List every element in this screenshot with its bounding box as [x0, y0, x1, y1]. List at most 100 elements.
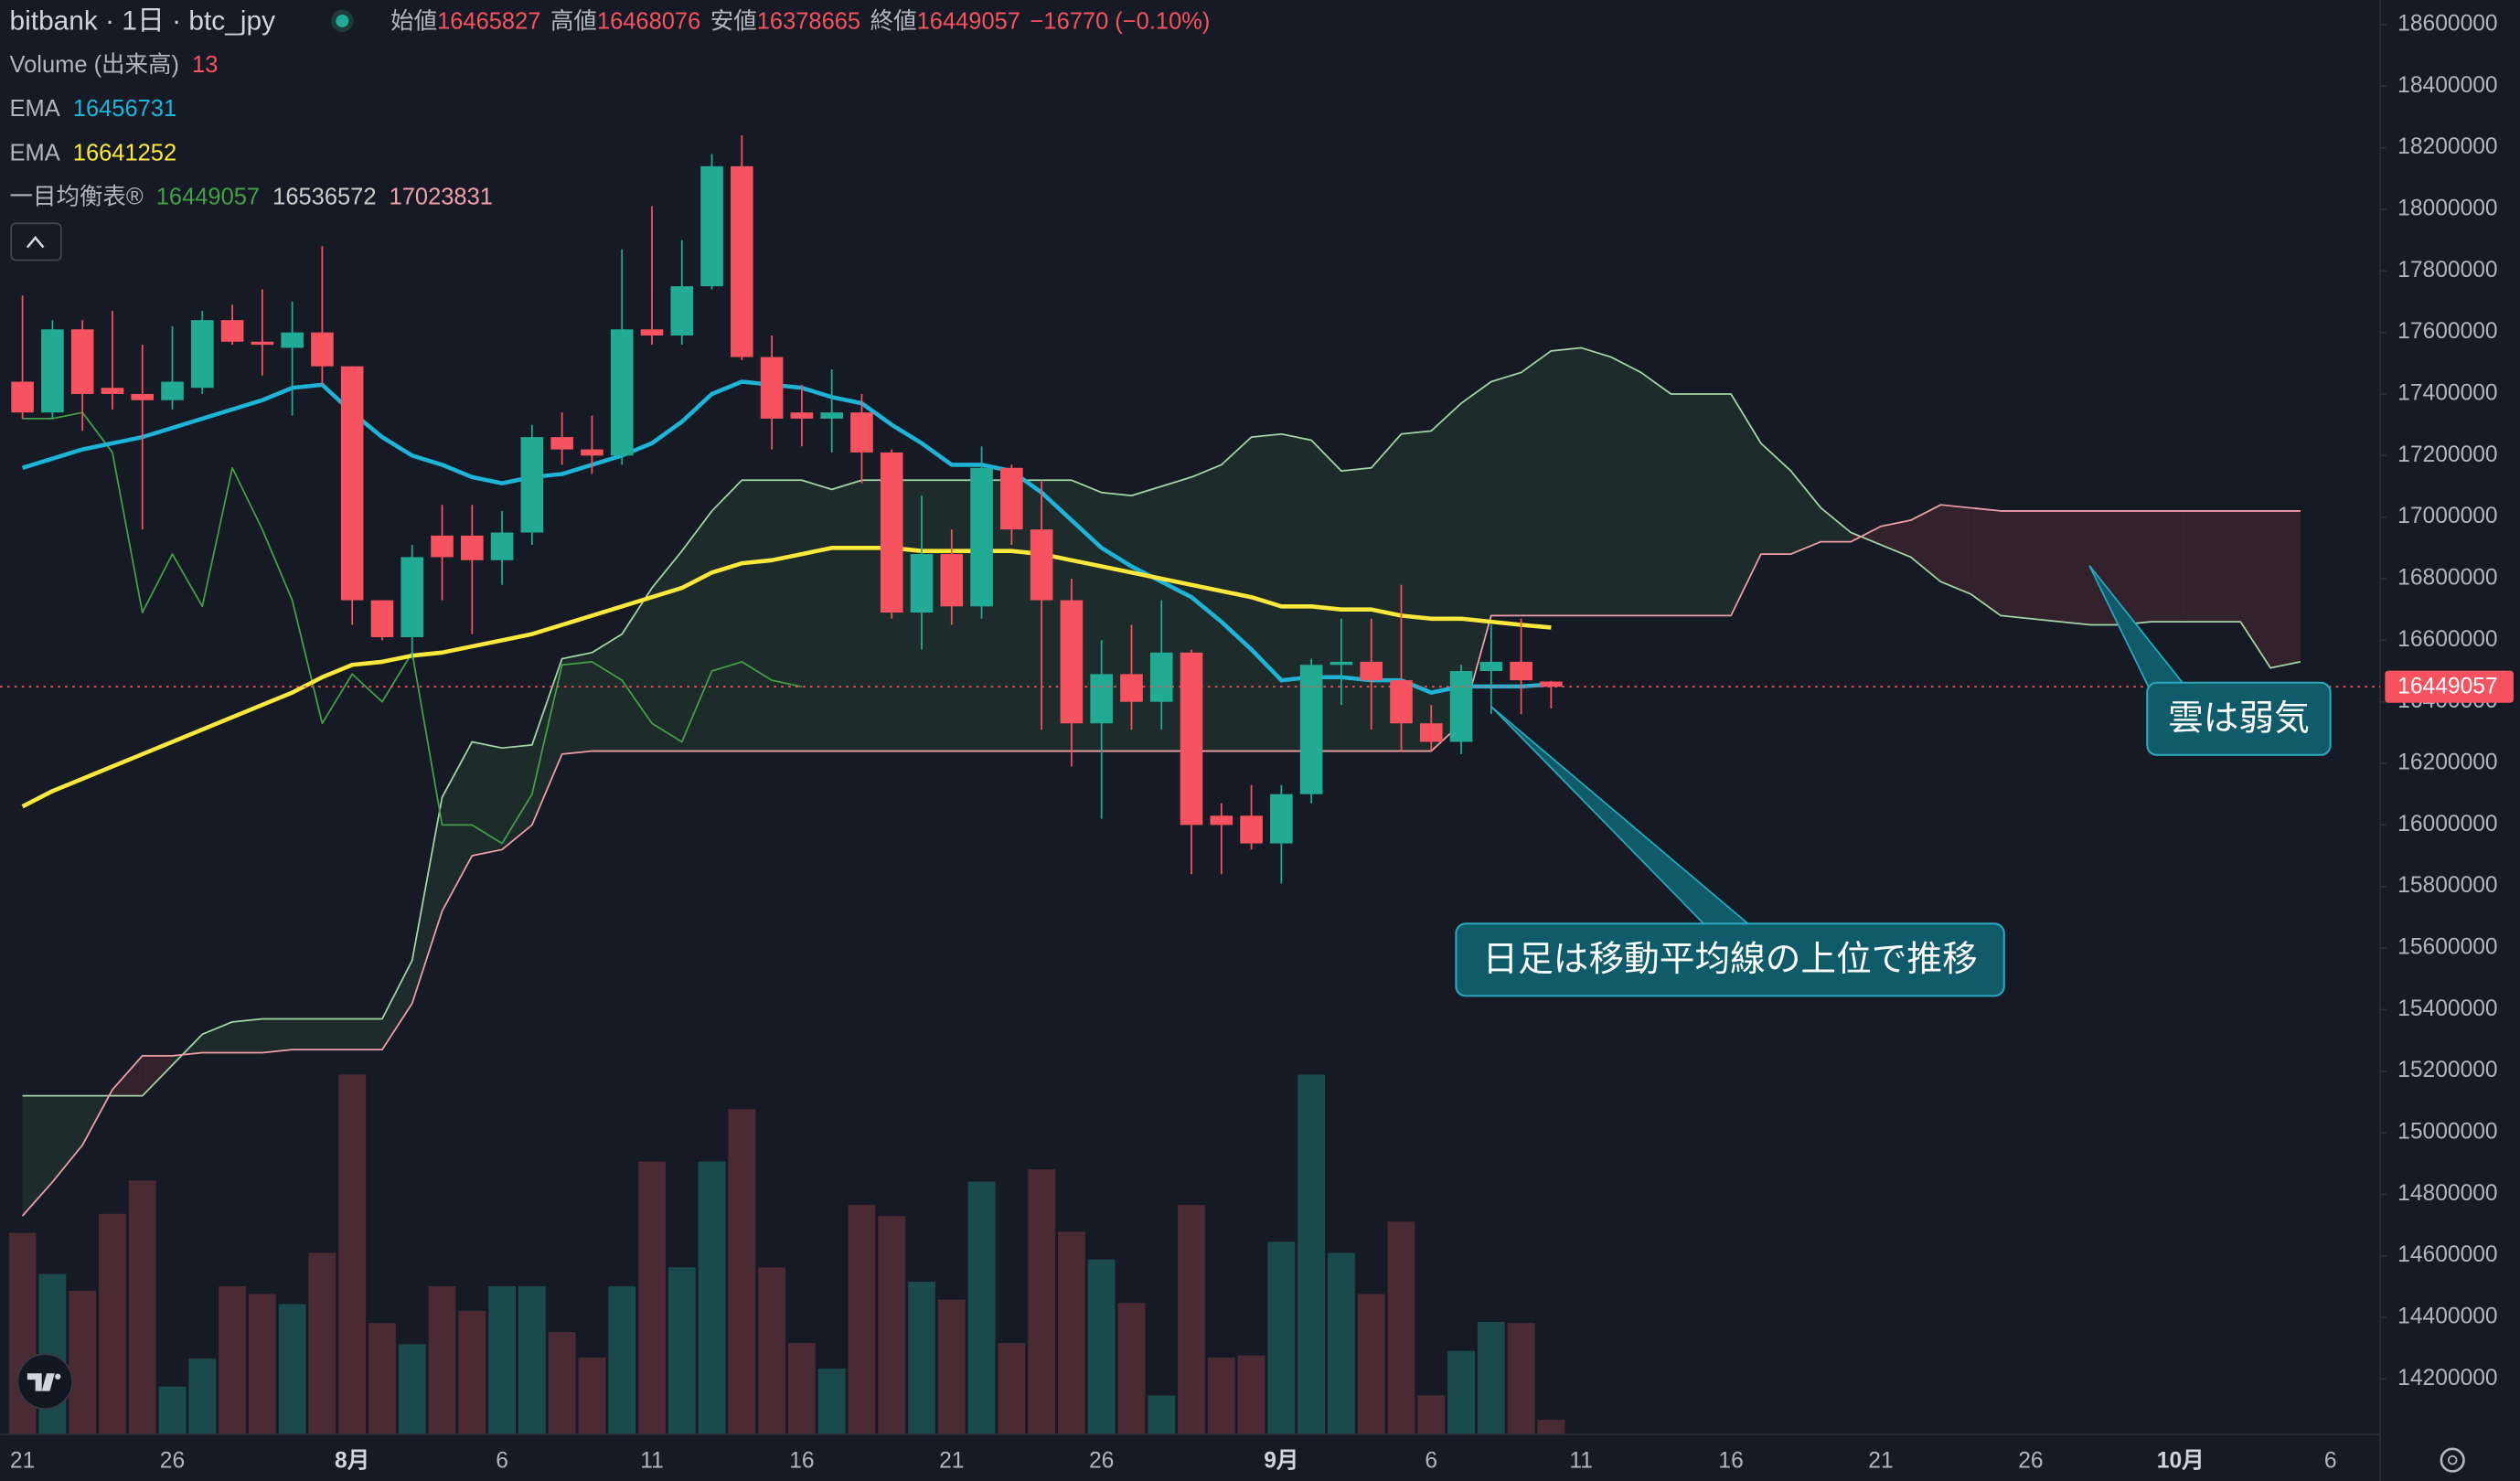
cloud-fill — [1760, 442, 1791, 555]
candle-body — [161, 381, 184, 400]
cloud-fill — [292, 1018, 323, 1050]
ohlc-value: 16465827 — [437, 8, 540, 34]
candle-body — [520, 437, 544, 533]
y-tick-label: 16600000 — [2397, 627, 2497, 652]
cloud-fill — [561, 652, 593, 754]
volume-bar — [398, 1344, 426, 1435]
candle-body — [311, 332, 334, 367]
volume-bar — [1297, 1074, 1326, 1435]
legend-row: EMA 16456731 — [10, 96, 177, 122]
volume-bar — [998, 1343, 1026, 1435]
x-tick-label: 6 — [496, 1448, 508, 1473]
volume-bar — [848, 1205, 876, 1435]
volume-bar — [308, 1252, 336, 1435]
x-tick-label: 26 — [160, 1448, 185, 1473]
volume-bar — [908, 1282, 935, 1435]
candle-body — [940, 554, 964, 607]
candle-body — [910, 554, 934, 613]
volume-bar — [128, 1180, 156, 1435]
candle-body — [400, 557, 424, 637]
cloud-fill — [1461, 381, 1491, 724]
candle-body — [1000, 467, 1023, 530]
x-tick-label: 11 — [640, 1448, 664, 1473]
volume-bar — [787, 1343, 816, 1435]
ohlc-label: 始値 — [390, 8, 437, 34]
ohlc-label: 終値 — [870, 8, 917, 34]
candle-body — [1360, 661, 1383, 681]
candle-body — [1479, 661, 1503, 672]
collapse-icon — [26, 235, 45, 249]
y-tick-label: 18200000 — [2397, 134, 2497, 159]
candle-body — [1390, 680, 1413, 724]
candle-body — [340, 366, 364, 601]
cloud-fill — [262, 1018, 293, 1053]
volume-bar — [219, 1285, 247, 1435]
legend-row: Volume (出来高) 13 — [10, 52, 219, 78]
cloud-fill — [472, 741, 503, 857]
volume-bar — [278, 1304, 306, 1435]
legend-name: Volume (出来高) — [10, 52, 179, 78]
candle-body — [1299, 665, 1323, 794]
volume-bar — [817, 1369, 846, 1435]
cloud-fill — [112, 1055, 143, 1096]
volume-bar — [608, 1285, 636, 1435]
volume-bar — [1028, 1169, 1056, 1435]
y-tick-label: 16000000 — [2397, 812, 2497, 836]
volume-bar — [698, 1161, 726, 1435]
cloud-fill — [2060, 510, 2091, 625]
volume-bar — [1387, 1221, 1415, 1435]
cloud-fill — [142, 1055, 173, 1096]
candle-body — [431, 535, 454, 558]
legend-row: 一目均衡表® 16449057 16536572 17023831 — [10, 184, 493, 209]
x-tick-label: 21 — [939, 1448, 964, 1473]
candle-body — [1149, 652, 1173, 702]
callout-box — [1455, 922, 2005, 997]
candle-body — [581, 449, 603, 456]
candle-body — [790, 412, 814, 419]
cloud-fill — [1790, 471, 1821, 555]
candle-body — [1510, 661, 1532, 681]
tv-logo[interactable] — [16, 1353, 73, 1410]
y-tick-label: 14600000 — [2397, 1242, 2497, 1267]
collapse-button[interactable] — [10, 222, 62, 261]
chart-title: bitbank · 1日 · btc_jpy — [10, 5, 276, 36]
status-dot — [336, 14, 349, 27]
volume-bar — [458, 1310, 486, 1435]
y-tick-label: 14200000 — [2397, 1366, 2497, 1390]
volume-bar — [488, 1285, 517, 1435]
volume-bar — [428, 1285, 456, 1435]
x-tick-label: 26 — [2018, 1448, 2043, 1473]
volume-bar — [1507, 1323, 1535, 1435]
candle-body — [220, 320, 244, 342]
callout-text: 雲は弱気 — [2168, 698, 2310, 738]
last-price-tag — [2385, 670, 2514, 703]
y-tick-label: 17000000 — [2397, 504, 2497, 528]
settings-icon-center — [2447, 1454, 2458, 1465]
x-tick-label: 11 — [1569, 1448, 1593, 1473]
volume-bar — [967, 1181, 996, 1435]
candle-body — [1329, 661, 1353, 666]
y-tick-label: 15600000 — [2397, 935, 2497, 960]
volume-bar — [1207, 1357, 1235, 1435]
candle-body — [1120, 674, 1143, 702]
ohlc-value: 16468076 — [597, 8, 700, 34]
volume-bar — [1537, 1420, 1565, 1435]
candle-body — [670, 286, 694, 336]
candle-body — [1060, 600, 1084, 724]
y-tick-label: 18000000 — [2397, 196, 2497, 220]
settings-button[interactable] — [2440, 1447, 2465, 1473]
cloud-fill — [22, 1095, 53, 1216]
volume-bar — [69, 1290, 97, 1435]
settings-icon[interactable] — [2440, 1447, 2465, 1473]
legend-name: 一目均衡表® — [10, 184, 144, 209]
cloud-fill — [1610, 357, 1641, 616]
cloud-fill — [352, 1018, 382, 1050]
x-tick-label: 16 — [1718, 1448, 1743, 1473]
ohlc-label: 安値 — [710, 8, 757, 34]
ohlc-value: 16449057 — [917, 8, 1020, 34]
cloud-fill — [922, 480, 952, 751]
cloud-fill — [502, 744, 532, 850]
candle-body — [1090, 674, 1113, 724]
collapse-button-frame[interactable] — [10, 222, 62, 261]
